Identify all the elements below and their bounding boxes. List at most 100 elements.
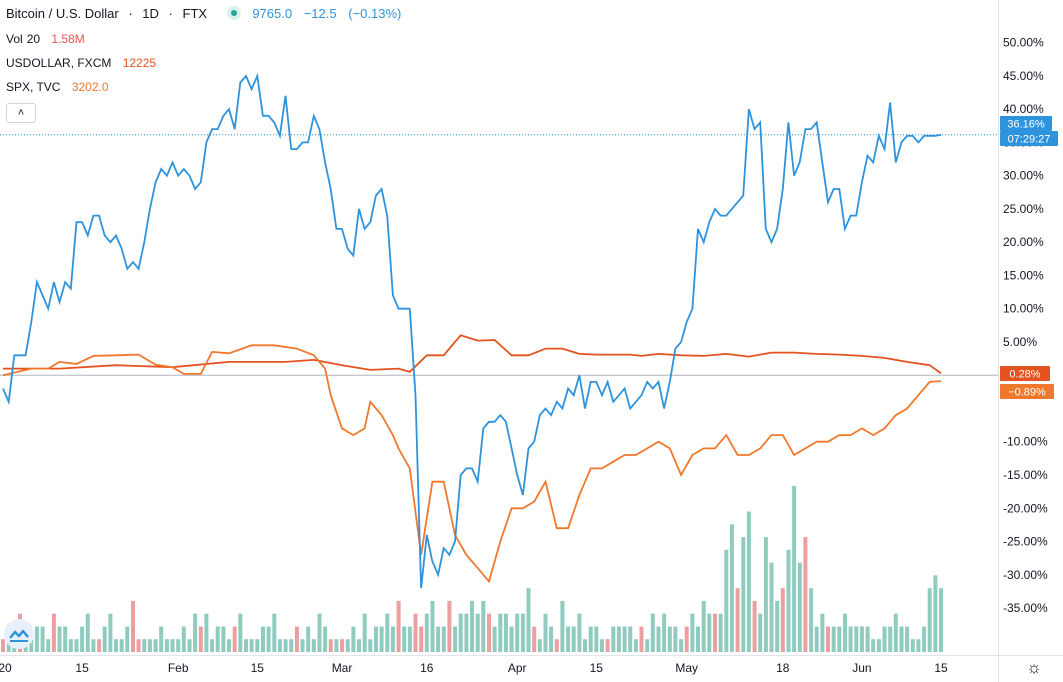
volume-bar: [142, 639, 147, 652]
volume-bar: [272, 613, 277, 652]
volume-bar: [198, 626, 203, 652]
y-tick-label: 10.00%: [1003, 302, 1044, 316]
volume-bar: [215, 626, 220, 652]
volume-bar: [843, 613, 847, 652]
interval-label[interactable]: 1D: [142, 6, 159, 21]
badge-countdown-text: 07:29:27: [1008, 134, 1051, 146]
volume-bar: [831, 626, 836, 652]
volume-bar: [266, 626, 271, 652]
volume-bar: [927, 588, 932, 652]
time-axis: 20 15 Feb 15 Mar 16 Apr 15 May 18 Jun 15: [0, 661, 948, 675]
volume-bar: [328, 639, 333, 652]
y-tick-label: 45.00%: [1003, 69, 1044, 83]
volume-bar: [125, 626, 130, 652]
tradingview-logo-icon[interactable]: [4, 619, 34, 649]
y-tick-label: -25.00%: [1003, 535, 1048, 549]
volume-bar: [837, 626, 842, 652]
volume-bar: [379, 626, 384, 652]
volume-bar: [470, 600, 474, 652]
volume-bar: [871, 639, 876, 652]
volume-label: Vol: [6, 32, 23, 46]
volume-bar: [922, 626, 927, 652]
x-tick-label: Jun: [852, 661, 871, 675]
symbol-title[interactable]: Bitcoin / U.S. Dollar: [6, 6, 119, 21]
volume-bar: [277, 639, 282, 652]
volume-bars: [1, 486, 943, 652]
volume-bar: [577, 613, 582, 652]
volume-bar: [317, 613, 322, 652]
market-status-icon[interactable]: [226, 6, 241, 20]
volume-bar: [526, 588, 531, 652]
legend-collapse-button[interactable]: ˄: [6, 103, 36, 123]
volume-bar: [221, 626, 226, 652]
x-tick-label: Feb: [168, 661, 189, 675]
volume-bar: [532, 626, 537, 652]
volume-bar: [746, 511, 751, 652]
volume-bar: [193, 613, 198, 652]
volume-bar: [153, 639, 158, 652]
x-tick-label: Apr: [508, 661, 527, 675]
volume-bar: [481, 600, 486, 652]
logo-wave-icon: [9, 629, 29, 642]
volume-bar: [187, 639, 192, 652]
volume-bar: [718, 613, 723, 652]
volume-bar: [854, 626, 859, 652]
volume-bar: [1, 639, 5, 652]
legend-compare-spx[interactable]: SPX, TVC 3202.0: [6, 80, 115, 94]
volume-bar: [594, 626, 599, 652]
volume-bar: [255, 639, 260, 652]
last-price-value: 9765.0: [252, 6, 293, 21]
x-tick-label: 18: [776, 661, 790, 675]
volume-bar: [803, 537, 808, 652]
legend-compare-usdollar[interactable]: USDOLLAR, FXCM 12225: [6, 56, 162, 70]
y-tick-label: 20.00%: [1003, 235, 1044, 249]
volume-bar: [933, 575, 938, 652]
volume-bar: [622, 626, 627, 652]
volume-bar: [244, 639, 248, 652]
y-tick-label: 30.00%: [1003, 169, 1044, 183]
badge-btc-pct: 36.16%: [1000, 116, 1052, 131]
volume-bar: [701, 600, 706, 652]
volume-bar: [340, 639, 345, 652]
volume-bar: [306, 626, 311, 652]
volume-bar: [520, 613, 525, 652]
y-tick-label: 50.00%: [1003, 36, 1044, 50]
volume-bar: [68, 639, 73, 652]
legend-volume[interactable]: Vol 20 1.58M: [6, 32, 91, 46]
volume-bar: [362, 613, 367, 652]
volume-bar: [571, 626, 576, 652]
price-change-value: −12.5: [303, 6, 337, 21]
badge-spx-pct-text: −0.89%: [1008, 387, 1046, 399]
volume-bar: [797, 562, 802, 652]
volume-bar: [424, 613, 429, 652]
y-tick-label: 5.00%: [1003, 335, 1037, 349]
volume-bar: [735, 588, 740, 652]
chart-settings-gear-icon[interactable]: ☼: [1026, 658, 1042, 677]
volume-value: 1.58M: [51, 32, 85, 46]
volume-bar: [820, 613, 825, 652]
volume-bar: [345, 639, 350, 652]
series-line-spx: [2, 344, 942, 584]
price-change-percent: (−0.13%): [348, 6, 402, 21]
legend-main-series[interactable]: Bitcoin / U.S. Dollar · 1D · FTX 9765.0 …: [6, 6, 407, 21]
volume-bar: [97, 639, 102, 652]
volume-bar: [905, 626, 910, 652]
y-tick-label: -30.00%: [1003, 568, 1048, 582]
volume-bar: [57, 626, 62, 652]
volume-bar: [826, 626, 830, 652]
volume-bar: [136, 639, 141, 652]
legend-separator: ·: [168, 6, 173, 21]
volume-bar: [888, 626, 893, 652]
volume-bar: [893, 613, 898, 652]
volume-bar: [63, 626, 68, 652]
volume-bar: [164, 639, 169, 652]
badge-usd-pct-text: 0.28%: [1009, 369, 1040, 381]
volume-bar: [503, 613, 508, 652]
x-tick-label: 15: [934, 661, 948, 675]
x-tick-label: 15: [590, 661, 604, 675]
volume-bar: [80, 626, 85, 652]
volume-bar: [283, 639, 288, 652]
y-tick-label: 40.00%: [1003, 102, 1044, 116]
volume-bar: [390, 626, 395, 652]
